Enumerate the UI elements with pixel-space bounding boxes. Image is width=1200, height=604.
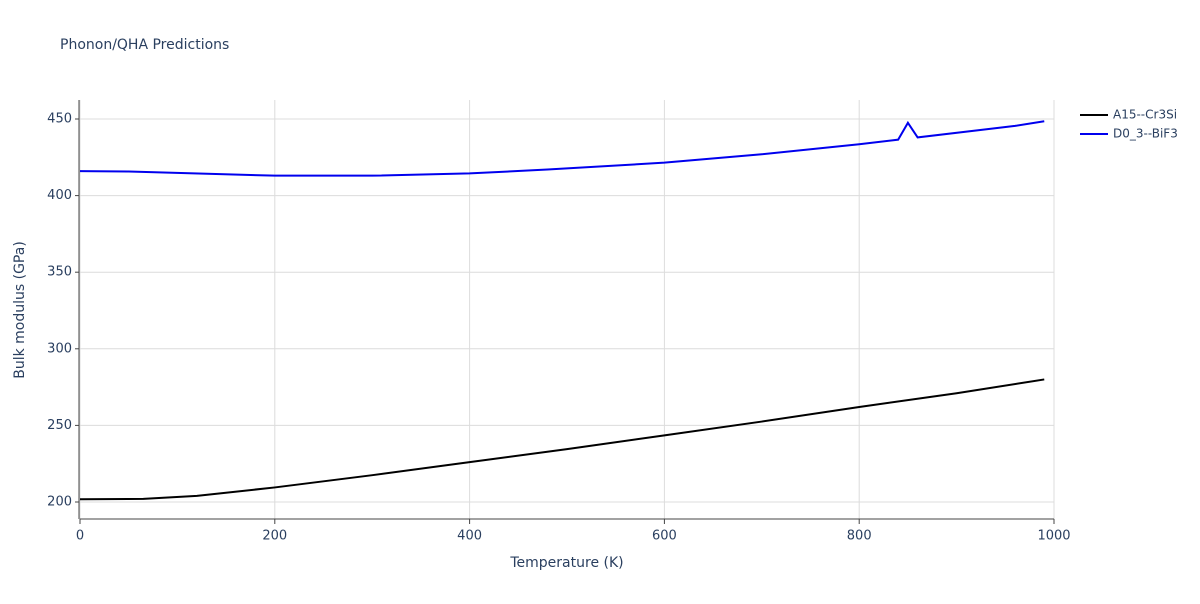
- x-tick-label: 200: [262, 529, 287, 544]
- y-tick-label: 250: [47, 418, 72, 433]
- x-tick-label: 1000: [1037, 529, 1070, 544]
- y-tick-label: 400: [47, 188, 72, 203]
- x-tick-label: 800: [847, 529, 872, 544]
- legend-label: D0_3--BiF3: [1113, 127, 1178, 141]
- line-series: [79, 120, 1045, 177]
- y-tick-label: 200: [47, 494, 72, 509]
- y-tick-label: 300: [47, 341, 72, 356]
- x-tick-label: 400: [457, 529, 482, 544]
- line-series: [79, 378, 1045, 501]
- x-tick-label: 0: [76, 529, 84, 544]
- x-tick-label: 600: [652, 529, 677, 544]
- y-tick-label: 450: [47, 111, 72, 126]
- x-axis-label: Temperature (K): [509, 555, 623, 571]
- y-tick-label: 350: [47, 265, 72, 280]
- legend-label: A15--Cr3Si: [1113, 108, 1177, 122]
- y-axis-label: Bulk modulus (GPa): [12, 241, 28, 379]
- chart-title: Phonon/QHA Predictions: [60, 37, 229, 53]
